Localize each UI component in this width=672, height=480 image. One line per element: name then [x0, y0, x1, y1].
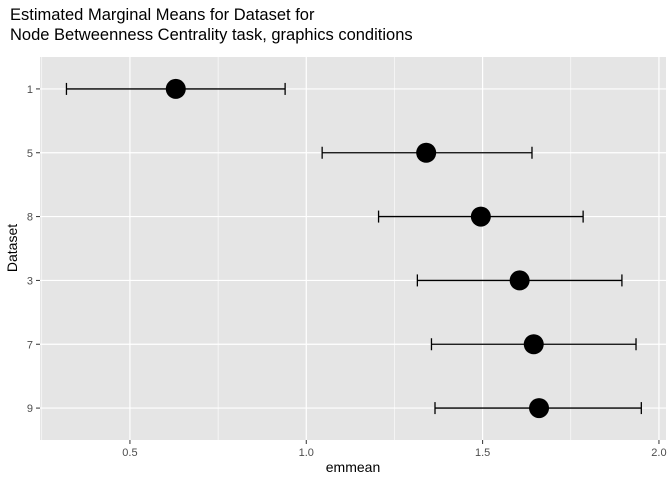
points	[165, 78, 550, 419]
chart-title-line-1: Estimated Marginal Means for Dataset for	[10, 6, 315, 24]
y-axis-title: Dataset	[4, 224, 20, 272]
y-tick-label: 7	[27, 339, 33, 351]
x-axis-title: emmean	[326, 459, 380, 475]
y-tick-label: 1	[27, 84, 33, 96]
data-point	[470, 206, 491, 227]
x-tick-label: 1.5	[475, 447, 490, 459]
chart-title-line-2: Node Betweenness Centrality task, graphi…	[10, 26, 413, 44]
data-point	[416, 142, 437, 163]
x-tick-label: 2.0	[651, 447, 666, 459]
x-tick-label: 1.0	[299, 447, 314, 459]
x-axis-ticks: 0.5 1.0 1.5 2.0	[122, 440, 667, 459]
y-tick-label: 5	[27, 148, 33, 160]
y-tick-label: 8	[27, 212, 33, 224]
y-tick-label: 3	[27, 275, 33, 287]
grid-minor	[41, 57, 572, 440]
y-axis-ticks: 1 5 8 3 7 9	[27, 84, 40, 415]
data-point	[509, 270, 530, 291]
x-tick-label: 0.5	[122, 447, 137, 459]
y-tick-label: 9	[27, 403, 33, 415]
data-point	[165, 78, 186, 99]
data-point	[529, 398, 550, 419]
data-point	[523, 334, 544, 355]
plot-panel	[40, 57, 666, 440]
